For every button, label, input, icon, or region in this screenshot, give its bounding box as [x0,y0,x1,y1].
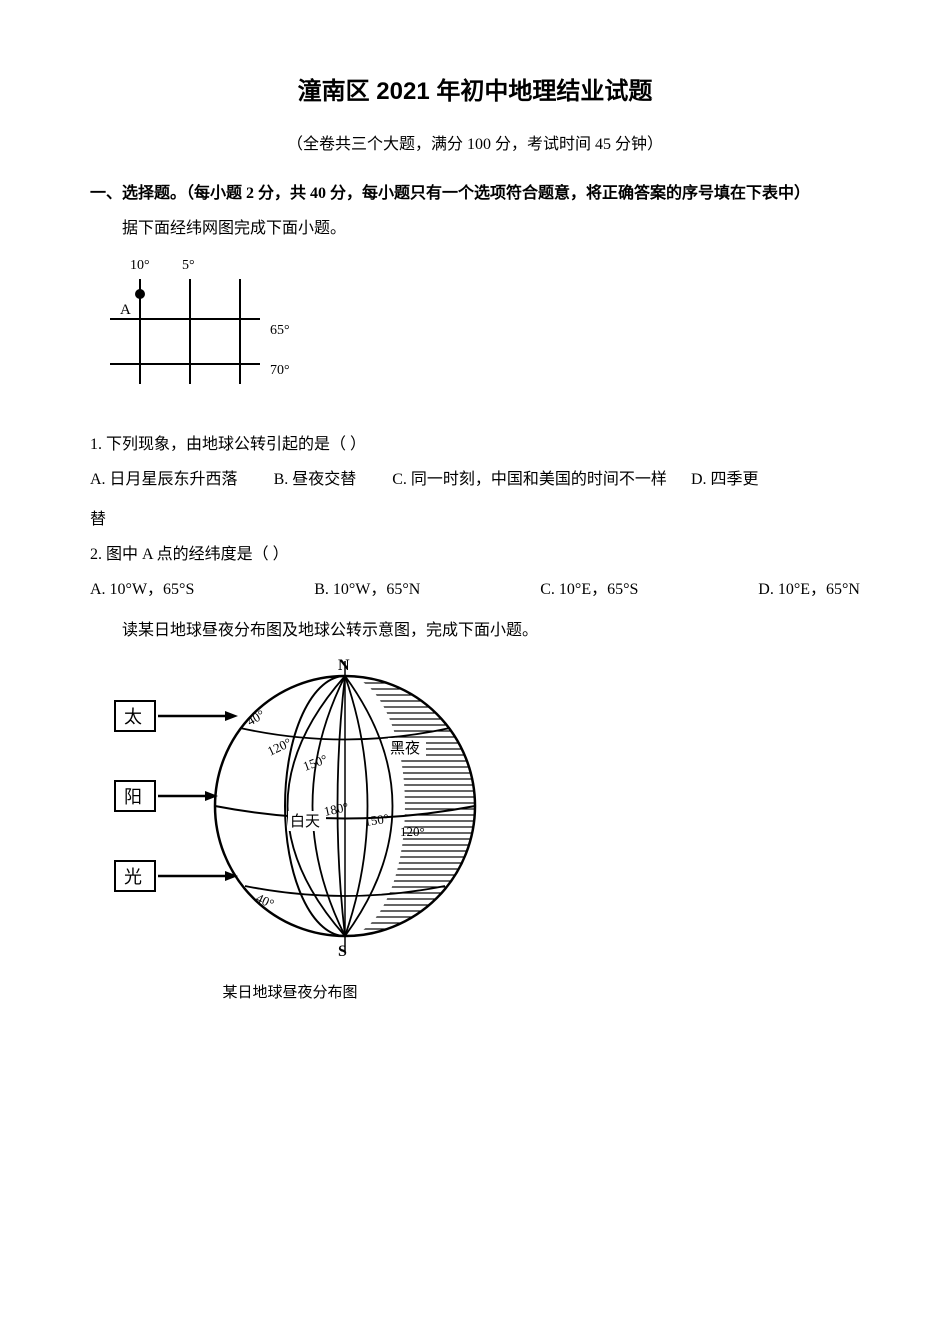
q2-option-d: D. 10°E，65°N [758,576,860,605]
night-label: 黑夜 [390,740,420,757]
parallel-40s: 40° [254,890,277,911]
instruction-1: 据下面经纬网图完成下面小题。 [90,215,860,244]
grid-label-10: 10° [130,258,150,273]
q1-number: 1. [90,436,102,453]
q1-option-d-cont: 替 [90,506,860,535]
pole-n: N [338,657,350,674]
q2-text: 图中 A 点的经纬度是（ ） [106,546,289,563]
instruction-2: 读某日地球昼夜分布图及地球公转示意图，完成下面小题。 [90,617,860,646]
meridian-120b: 120° [400,824,425,839]
sun-label-3: 光 [124,867,142,887]
q1-option-d: D. 四季更 [691,466,759,495]
globe-caption: 某日地球昼夜分布图 [110,980,470,1007]
sun-label-1: 太 [124,707,142,727]
pole-s: S [338,943,347,960]
section-1-heading: 一、选择题。（每小题 2 分，共 40 分，每小题只有一个选项符合题意，将正确答… [90,176,860,211]
figure-grid-latlong: 10° 5° 65° 70° A [110,254,860,415]
q1-text: 下列现象，由地球公转引起的是（ ） [106,436,366,453]
grid-label-70: 70° [270,363,290,378]
sun-label-2: 阳 [124,787,142,807]
q1-option-c: C. 同一时刻，中国和美国的时间不一样 [392,466,667,495]
q2-option-b: B. 10°W，65°N [314,576,420,605]
meridian-150: 150° [301,751,329,774]
parallel-40n: 40° [244,706,267,728]
figure-globe-daynight: 太 阳 光 [110,656,860,977]
question-1: 1. 下列现象，由地球公转引起的是（ ） [90,431,860,460]
q2-option-a: A. 10°W，65°S [90,576,194,605]
q1-options: A. 日月星辰东升西落 B. 昼夜交替 C. 同一时刻，中国和美国的时间不一样 … [90,466,860,495]
q1-option-b: B. 昼夜交替 [274,466,357,495]
meridian-150b: 150° [363,810,390,828]
exam-subtitle: （全卷共三个大题，满分 100 分，考试时间 45 分钟） [90,131,860,160]
question-2: 2. 图中 A 点的经纬度是（ ） [90,541,860,570]
exam-title: 潼南区 2021 年初中地理结业试题 [90,70,860,113]
q1-option-a: A. 日月星辰东升西落 [90,466,238,495]
q2-options: A. 10°W，65°S B. 10°W，65°N C. 10°E，65°S D… [90,576,860,605]
day-label: 白天 [290,813,320,830]
q2-number: 2. [90,546,102,563]
q2-option-c: C. 10°E，65°S [540,576,638,605]
grid-label-65: 65° [270,323,290,338]
grid-point-A: A [120,302,131,318]
grid-label-5: 5° [182,258,195,273]
